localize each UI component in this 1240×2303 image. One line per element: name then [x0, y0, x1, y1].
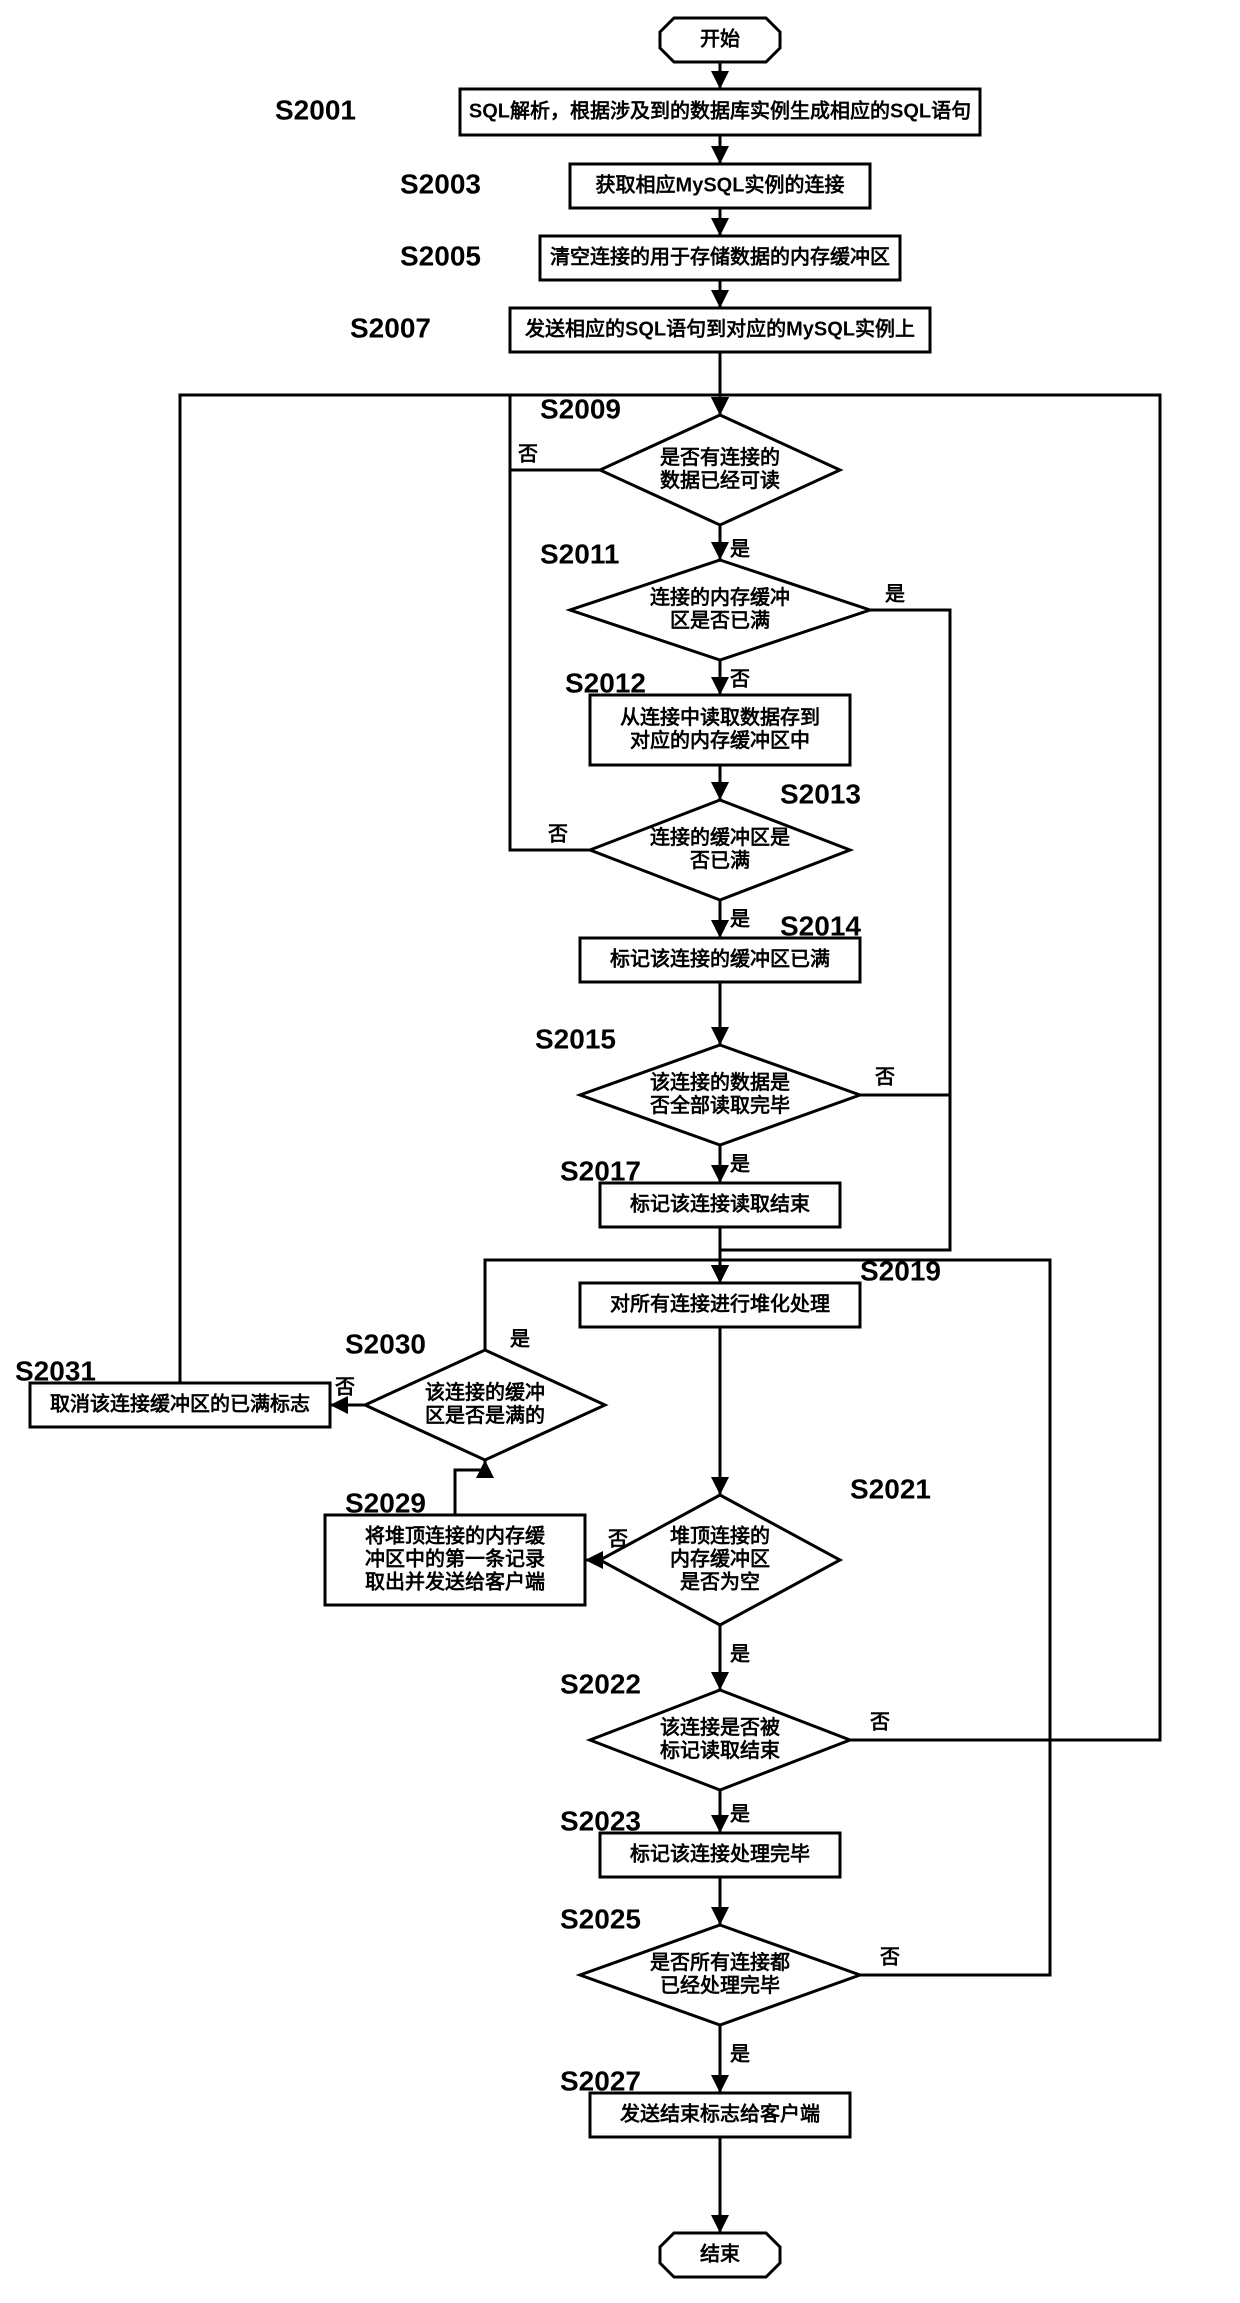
edge-label: 否 [517, 443, 538, 465]
node-text: 对应的内存缓冲区中 [630, 728, 810, 752]
edge-label: 是 [729, 1642, 750, 1665]
node-text: 已经处理完毕 [660, 1973, 780, 1997]
step-id: S2023 [560, 1805, 641, 1836]
step-id: S2019 [860, 1255, 941, 1286]
node-text: 标记该连接处理完毕 [630, 1841, 810, 1865]
step-id: S2021 [850, 1473, 931, 1504]
step-id: S2013 [780, 778, 861, 809]
step-id: S2005 [400, 240, 481, 271]
edge-label: 是 [884, 582, 905, 605]
node-text: SQL解析，根据涉及到的数据库实例生成相应的SQL语句 [469, 98, 971, 122]
edge-label: 是 [729, 537, 750, 560]
node-text: 数据已经可读 [660, 468, 780, 492]
node-text: 标记读取结束 [660, 1738, 781, 1762]
step-id: S2022 [560, 1668, 641, 1699]
node-text: 堆顶连接的 [670, 1523, 770, 1547]
node-text: 内存缓冲区 [670, 1546, 770, 1570]
edge-label: 是 [509, 1327, 530, 1350]
step-id: S2027 [560, 2065, 641, 2096]
step-id: S2003 [400, 168, 481, 199]
node-text: 标记该连接读取结束 [630, 1191, 811, 1215]
edge-label: 否 [334, 1376, 355, 1398]
edge-label: 是 [729, 907, 750, 930]
node-text: 区是否是满的 [425, 1403, 545, 1427]
step-id: S2007 [350, 312, 431, 343]
node-text: 该连接是否被 [660, 1715, 781, 1739]
node-text: 清空连接的用于存储数据的内存缓冲区 [550, 244, 890, 268]
node-text: 区是否已满 [670, 608, 770, 632]
node-text: 取出并发送给客户端 [365, 1569, 545, 1593]
step-id: S2031 [15, 1355, 96, 1386]
node-text: 对所有连接进行堆化处理 [610, 1291, 830, 1315]
edge [455, 1460, 485, 1515]
node-text: 连接的缓冲区是 [650, 825, 790, 849]
step-id: S2014 [780, 910, 861, 941]
step-id: S2017 [560, 1155, 641, 1186]
edge-label: 否 [879, 1946, 900, 1968]
node-text: 将堆顶连接的内存缓 [365, 1523, 546, 1547]
node-text: 否已满 [689, 848, 750, 872]
edge-label: 否 [729, 668, 750, 690]
node-text: 获取相应MySQL实例的连接 [596, 172, 845, 196]
step-id: S2012 [565, 667, 646, 698]
step-id: S2011 [540, 538, 619, 569]
edge-label: 否 [869, 1711, 890, 1733]
node-text: 取消该连接缓冲区的已满标志 [50, 1391, 310, 1415]
node-text: 是否为空 [679, 1569, 760, 1593]
node-text: 从连接中读取数据存到 [620, 705, 820, 729]
node-text: 是否有连接的 [659, 445, 780, 469]
node-text: 发送结束标志给客户端 [619, 2101, 820, 2125]
node-text: 冲区中的第一条记录 [365, 1546, 545, 1570]
node-text: 开始 [700, 26, 740, 50]
step-id: S2001 [275, 94, 356, 125]
node-text: 连接的内存缓冲 [650, 585, 790, 609]
node-text: 否全部读取完毕 [649, 1093, 790, 1117]
step-id: S2025 [560, 1903, 641, 1934]
edge-label: 是 [729, 2042, 750, 2065]
edge-label: 是 [729, 1152, 750, 1175]
edge-label: 否 [874, 1066, 895, 1088]
step-id: S2029 [345, 1487, 426, 1518]
step-id: S2030 [345, 1328, 426, 1359]
node-text: 是否所有连接都 [649, 1950, 790, 1974]
edge-label: 是 [729, 1802, 750, 1825]
edge-label: 否 [547, 823, 568, 845]
step-id: S2015 [535, 1023, 616, 1054]
node-text: 标记该连接的缓冲区已满 [610, 946, 830, 970]
node-text: 结束 [700, 2241, 741, 2265]
node-text: 该连接的数据是 [650, 1070, 790, 1094]
edge [180, 395, 720, 1383]
node-text: 该连接的缓冲 [425, 1380, 545, 1404]
node-text: 发送相应的SQL语句到对应的MySQL实例上 [524, 316, 915, 340]
step-id: S2009 [540, 393, 621, 424]
